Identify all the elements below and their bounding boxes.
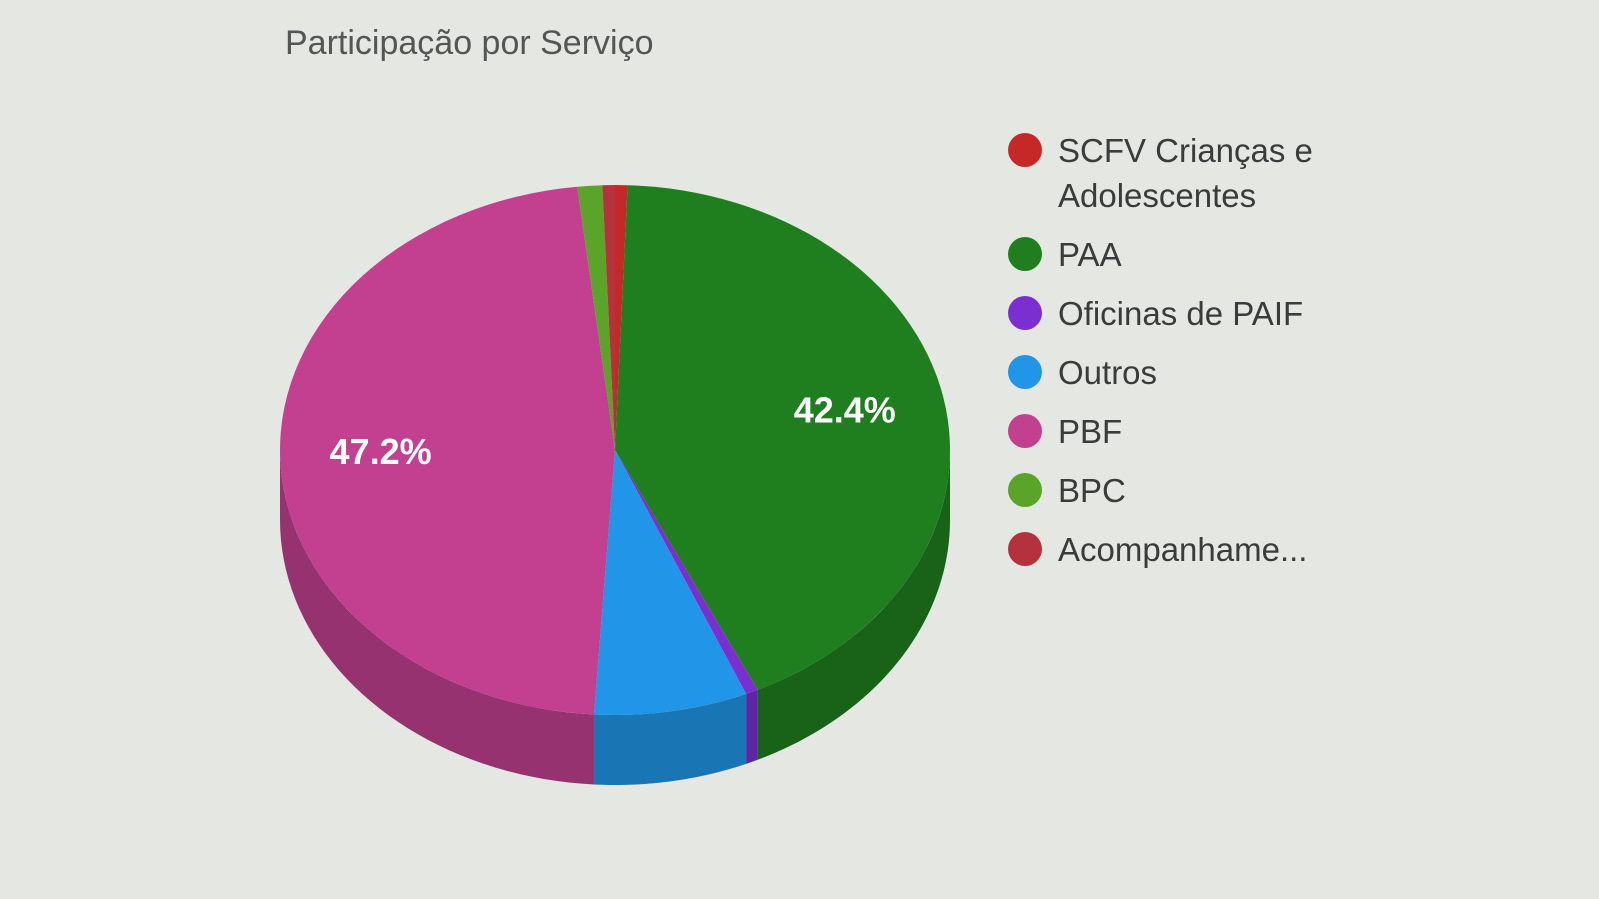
legend-swatch	[1008, 532, 1042, 566]
pie-slice	[615, 185, 951, 690]
legend-swatch	[1008, 133, 1042, 167]
legend-label: SCFV Crianças e Adolescentes	[1058, 132, 1313, 214]
legend-label: Oficinas de PAIF	[1058, 295, 1304, 332]
legend-item: Oficinas de PAIF	[1008, 291, 1328, 336]
slice-side	[746, 689, 758, 764]
legend-item: BPC	[1008, 468, 1328, 513]
legend-item: PAA	[1008, 232, 1328, 277]
legend-swatch	[1008, 296, 1042, 330]
legend-item: Acompanhame...	[1008, 527, 1328, 572]
slice-side	[757, 450, 950, 760]
legend-label: Acompanhame...	[1058, 531, 1308, 568]
value-label: 42.4%	[794, 389, 896, 430]
legend-item: Outros	[1008, 350, 1328, 395]
legend-label: BPC	[1058, 472, 1126, 509]
legend-item: SCFV Crianças e Adolescentes	[1008, 128, 1328, 218]
pie-slice	[602, 185, 615, 450]
legend: SCFV Crianças e Adolescentes PAA Oficinas …	[1008, 128, 1328, 586]
pie-slice	[593, 450, 747, 715]
pie-slice	[615, 185, 628, 450]
pie-slice	[279, 186, 615, 715]
legend-swatch	[1008, 473, 1042, 507]
legend-label: PAA	[1058, 236, 1122, 273]
pie-slice	[577, 185, 615, 450]
legend-swatch	[1008, 414, 1042, 448]
legend-item: PBF	[1008, 409, 1328, 454]
legend-label: Outros	[1058, 354, 1158, 391]
legend-label: PBF	[1058, 413, 1123, 450]
chart-title: Participação por Serviço	[285, 24, 654, 62]
value-label: 47.2%	[330, 431, 432, 472]
slice-side	[280, 450, 594, 785]
pie-slice	[615, 450, 758, 694]
legend-swatch	[1008, 355, 1042, 389]
slice-side	[593, 693, 747, 785]
legend-swatch	[1008, 237, 1042, 271]
